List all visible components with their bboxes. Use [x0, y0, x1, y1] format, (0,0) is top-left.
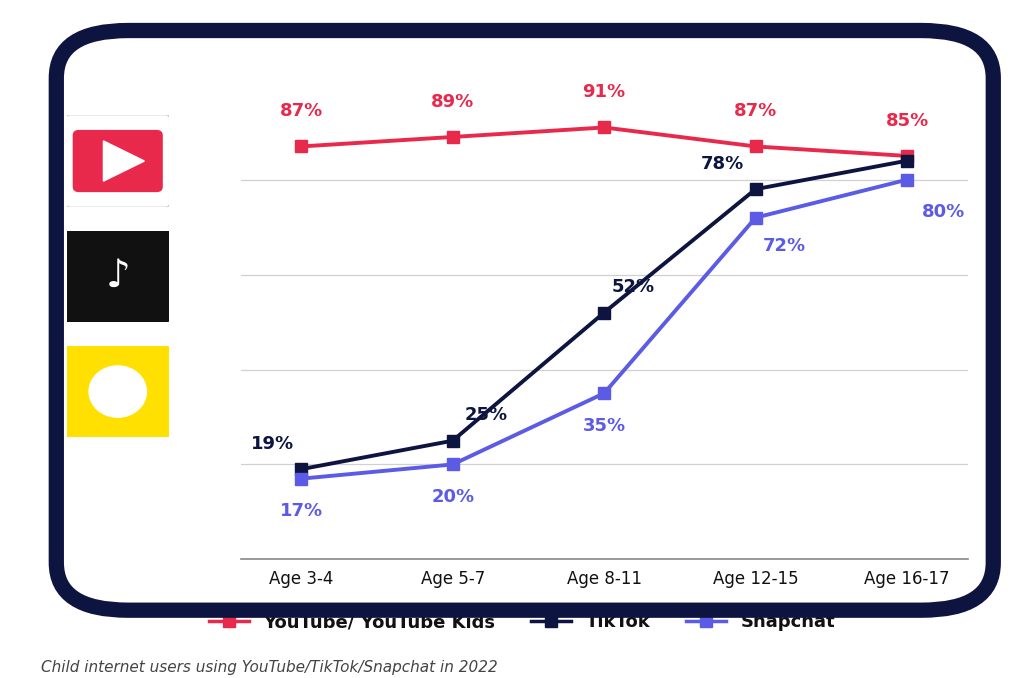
- Text: 20%: 20%: [431, 488, 474, 506]
- Text: 91%: 91%: [583, 83, 626, 101]
- Text: 87%: 87%: [280, 102, 323, 120]
- Text: Child internet users using YouTube/TikTok/Snapchat in 2022: Child internet users using YouTube/TikTo…: [41, 660, 498, 675]
- Text: 35%: 35%: [583, 417, 626, 435]
- Circle shape: [89, 366, 146, 417]
- FancyBboxPatch shape: [66, 115, 170, 207]
- Polygon shape: [103, 141, 144, 181]
- Text: 52%: 52%: [611, 278, 655, 296]
- Text: 78%: 78%: [700, 155, 743, 172]
- Text: 87%: 87%: [734, 102, 777, 120]
- Text: 85%: 85%: [886, 112, 929, 130]
- Legend: YouTube/ YouTube Kids, TikTok, Snapchat: YouTube/ YouTube Kids, TikTok, Snapchat: [202, 606, 843, 638]
- FancyBboxPatch shape: [73, 130, 163, 192]
- FancyBboxPatch shape: [66, 230, 170, 323]
- Text: 19%: 19%: [251, 435, 294, 453]
- Text: 80%: 80%: [923, 203, 966, 222]
- Text: 89%: 89%: [431, 93, 474, 111]
- Text: 25%: 25%: [465, 406, 508, 424]
- Text: 72%: 72%: [763, 237, 806, 255]
- Text: ♪: ♪: [105, 257, 130, 296]
- Text: 17%: 17%: [280, 502, 323, 521]
- FancyBboxPatch shape: [66, 345, 170, 438]
